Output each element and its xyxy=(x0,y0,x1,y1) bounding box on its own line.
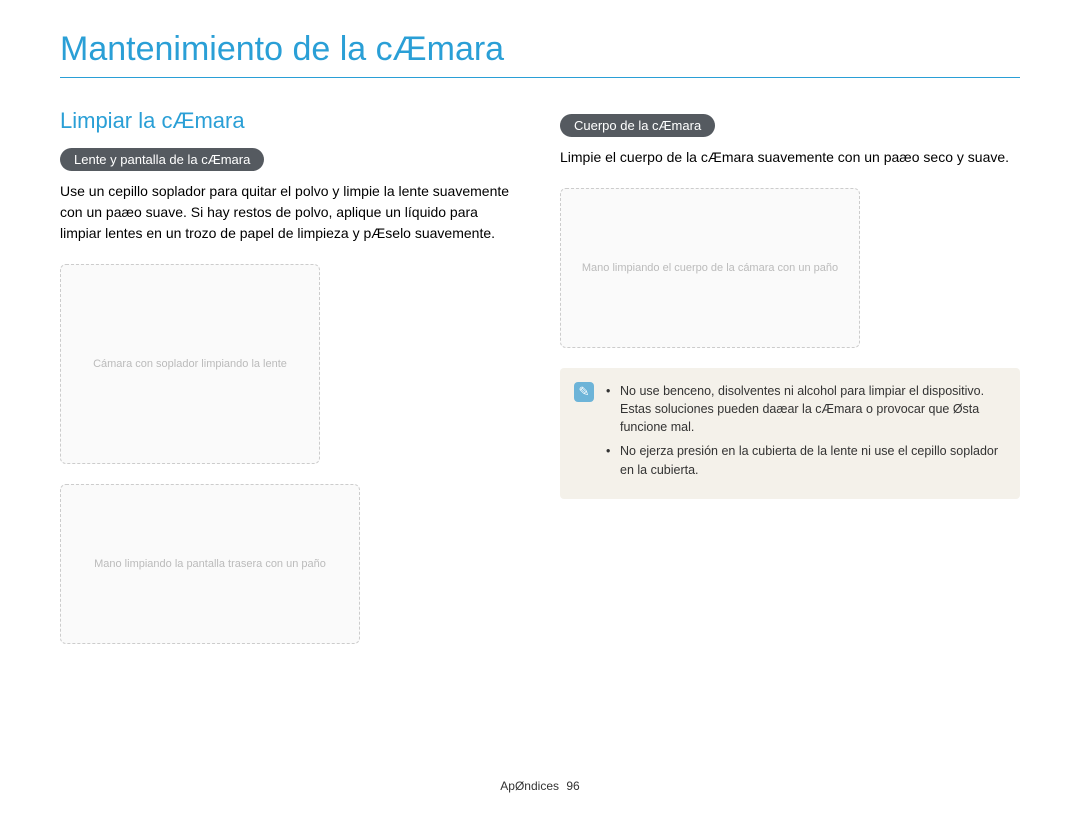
footer-page-number: 96 xyxy=(566,779,579,793)
section-title-cleaning: Limpiar la cÆmara xyxy=(60,108,520,134)
paragraph-lens: Use un cepillo soplador para quitar el p… xyxy=(60,181,520,244)
note-list: No use benceno, disolventes ni alcohol p… xyxy=(606,382,1006,485)
left-column: Limpiar la cÆmara Lente y pantalla de la… xyxy=(60,108,520,664)
illustration-body-wipe: Mano limpiando el cuerpo de la cámara co… xyxy=(560,188,860,348)
note-box: ✎ No use benceno, disolventes ni alcohol… xyxy=(560,368,1020,499)
content-columns: Limpiar la cÆmara Lente y pantalla de la… xyxy=(60,108,1020,664)
paragraph-body: Limpie el cuerpo de la cÆmara suavemente… xyxy=(560,147,1020,168)
note-item: No ejerza presión en la cubierta de la l… xyxy=(606,442,1006,478)
page-title: Mantenimiento de la cÆmara xyxy=(60,30,1020,69)
title-underline xyxy=(60,77,1020,78)
page-footer: ApØndices 96 xyxy=(0,779,1080,793)
note-icon: ✎ xyxy=(574,382,594,402)
footer-label: ApØndices xyxy=(500,779,559,793)
subsection-pill-lens: Lente y pantalla de la cÆmara xyxy=(60,148,264,171)
subsection-pill-body: Cuerpo de la cÆmara xyxy=(560,114,715,137)
right-column: Cuerpo de la cÆmara Limpie el cuerpo de … xyxy=(560,108,1020,664)
illustration-blower: Cámara con soplador limpiando la lente xyxy=(60,264,320,464)
illustration-screen-wipe: Mano limpiando la pantalla trasera con u… xyxy=(60,484,360,644)
note-item: No use benceno, disolventes ni alcohol p… xyxy=(606,382,1006,436)
